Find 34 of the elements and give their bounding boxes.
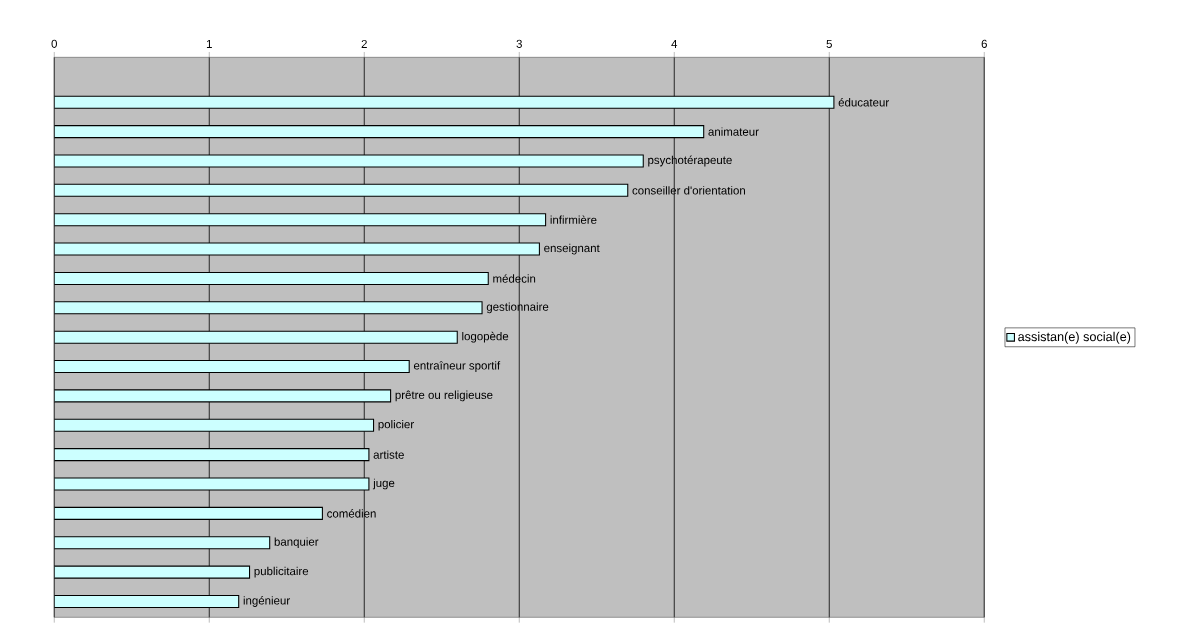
x-tick-label: 1 (206, 40, 212, 48)
x-tick-label: 4 (671, 40, 678, 48)
x-tick-label: 5 (826, 39, 832, 48)
bar (54, 536, 271, 550)
y-tick-label: logopède (462, 331, 509, 343)
y-tick-label: banquier (274, 537, 319, 549)
bar (54, 301, 483, 315)
y-tick-label: ingénieur (243, 596, 290, 607)
y-tick-label: infirmière (550, 215, 597, 224)
bar (54, 183, 629, 197)
bar (54, 271, 489, 285)
y-tick-label: animateur (708, 127, 759, 136)
bar (54, 125, 705, 139)
y-tick-label: prêtre ou religieuse (395, 390, 493, 402)
bar (54, 506, 323, 520)
y-tick-label: éducateur (838, 97, 889, 107)
x-tick-label: 2 (361, 39, 367, 48)
y-tick-label: publicitaire (254, 566, 309, 578)
bar (54, 213, 547, 227)
x-tick-label: 0 (51, 39, 57, 48)
x-tick-label: 3 (516, 39, 522, 48)
y-tick-label: artiste (373, 450, 404, 459)
y-tick-label: entraîneur sportif (413, 361, 501, 372)
y-tick-label: juge (372, 478, 395, 490)
y-tick-label: policier (378, 419, 414, 431)
y-tick-label: enseignant (544, 243, 600, 255)
bar (54, 448, 370, 462)
x-tick-label: 6 (981, 39, 987, 48)
bar (54, 418, 375, 432)
bar (54, 330, 458, 344)
bar (54, 359, 410, 374)
bar (54, 594, 240, 608)
legend-label: assistan(e) social(e) (1018, 331, 1131, 344)
bar (54, 95, 835, 109)
